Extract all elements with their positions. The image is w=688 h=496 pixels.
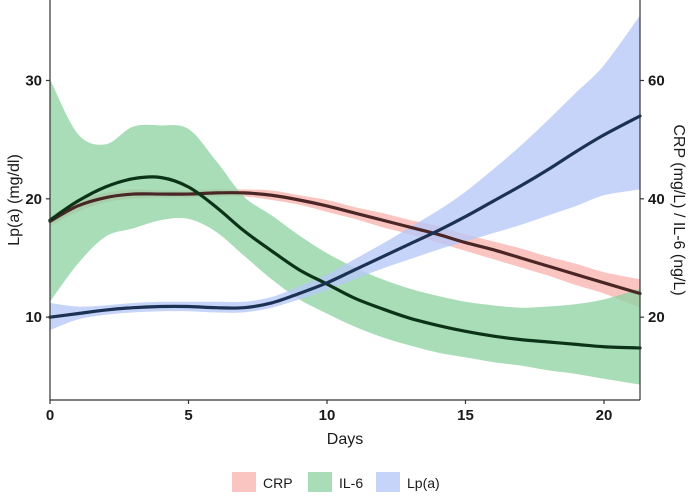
legend-swatch-crp xyxy=(232,472,256,492)
x-tick-label: 10 xyxy=(319,407,336,424)
right-y-axis-title: CRP (mg/L) / IL-6 (ng/L) xyxy=(670,124,687,295)
x-tick-label: 5 xyxy=(184,407,192,424)
legend-label-crp: CRP xyxy=(263,475,293,491)
lp-a-confidence-band xyxy=(50,15,640,331)
x-tick-label: 0 xyxy=(46,407,54,424)
x-tick-label: 15 xyxy=(457,407,474,424)
il-6-trend-line xyxy=(48,175,642,350)
legend-swatch-il-6 xyxy=(308,472,332,492)
lp-a-trend-line xyxy=(48,114,642,319)
series-lines xyxy=(48,114,642,350)
left-y-tick-label: 20 xyxy=(25,191,42,208)
right-y-tick-label: 20 xyxy=(648,309,665,326)
tick-marks: 0 5 10 15 20 10 20 30 20 40 60 xyxy=(25,72,664,424)
left-y-axis-title: Lp(a) (mg/dl) xyxy=(6,154,23,246)
axes xyxy=(49,0,641,401)
crp-trend-line xyxy=(48,191,642,296)
right-y-tick-label: 40 xyxy=(648,191,665,208)
legend-swatch-lp-a xyxy=(376,472,400,492)
x-tick-label: 20 xyxy=(596,407,613,424)
legend-label-il-6: IL-6 xyxy=(339,475,363,491)
left-y-tick-label: 30 xyxy=(25,72,42,89)
legend: CRP IL-6 Lp(a) xyxy=(232,472,440,492)
confidence-bands xyxy=(50,15,640,385)
il-6-confidence-band xyxy=(50,79,640,385)
x-axis-title: Days xyxy=(327,431,363,448)
right-y-tick-label: 60 xyxy=(648,72,665,89)
legend-label-lp-a: Lp(a) xyxy=(407,475,440,491)
left-y-tick-label: 10 xyxy=(25,309,42,326)
